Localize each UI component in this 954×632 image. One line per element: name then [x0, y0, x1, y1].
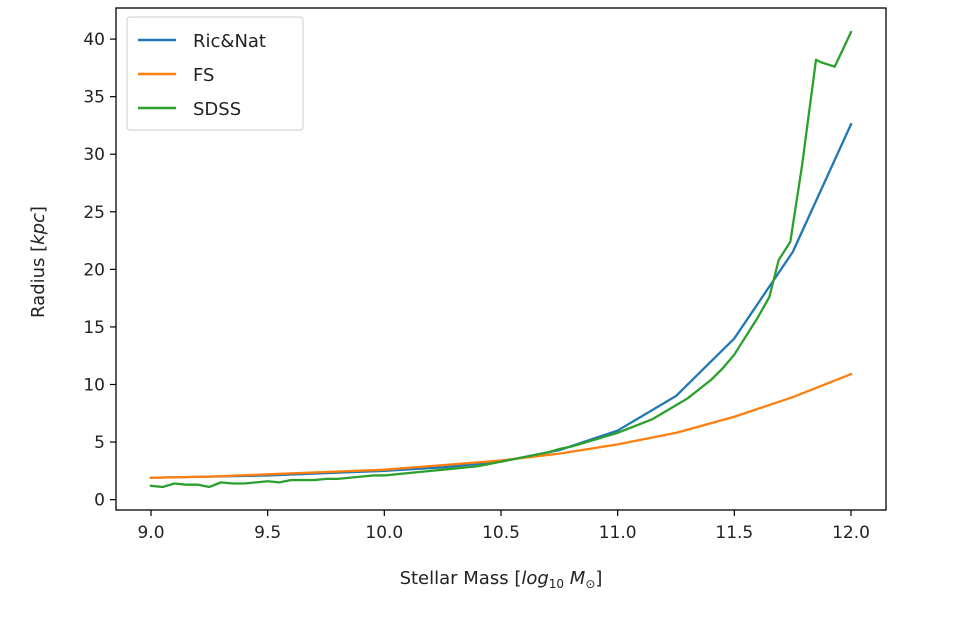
legend-label-ricnat: Ric&Nat — [193, 31, 266, 52]
y-tick-label: 40 — [83, 30, 105, 50]
y-axis-label-kpc: kpc — [28, 213, 49, 245]
x-tick-label: 9.5 — [254, 523, 281, 543]
y-axis-label-text: Radius [ — [28, 245, 49, 318]
x-tick-label: 11.0 — [599, 523, 637, 543]
plot-area — [115, 7, 887, 511]
x-tick-label: 9.0 — [137, 523, 164, 543]
x-axis-label-sun: ⊙ — [585, 577, 595, 591]
x-tick-label: 11.5 — [715, 523, 753, 543]
y-tick-label: 10 — [83, 376, 105, 396]
y-axis-label-close: ] — [28, 206, 49, 213]
legend-label-sdss: SDSS — [193, 99, 241, 120]
series-line-3 — [149, 30, 853, 489]
y-tick-label: 5 — [94, 433, 105, 453]
y-axis-label: Radius [kpc] — [28, 206, 49, 318]
x-tick-label: 10.5 — [482, 523, 520, 543]
x-tick-label: 10.0 — [365, 523, 403, 543]
y-tick-label: 20 — [83, 260, 105, 280]
x-axis-label-close: ] — [595, 568, 602, 589]
series-layer — [149, 30, 853, 489]
y-tick-label: 30 — [83, 145, 105, 165]
x-axis-label-mass: M — [564, 568, 586, 589]
y-tick-label: 15 — [83, 318, 105, 338]
legend-item-sdss: SDSS — [138, 99, 241, 120]
x-axis-label-sub: 10 — [549, 577, 564, 591]
y-axis-ticks: 0 5 10 15 20 25 30 35 40 — [83, 30, 116, 511]
legend-item-fs: FS — [138, 65, 214, 86]
y-tick-label: 0 — [94, 491, 105, 511]
x-axis-label-text: Stellar Mass [ — [400, 568, 522, 589]
x-tick-label: 12.0 — [832, 523, 870, 543]
x-axis-label-log: log — [521, 568, 548, 589]
x-axis-ticks: 9.0 9.5 10.0 10.5 11.0 11.5 12.0 — [137, 510, 870, 543]
legend-label-fs: FS — [193, 65, 214, 86]
legend-box — [126, 16, 304, 131]
legend: Ric&Nat FS SDSS — [126, 16, 304, 131]
y-tick-label: 25 — [83, 203, 105, 223]
y-tick-label: 35 — [83, 88, 105, 108]
x-axis-label: Stellar Mass [log10 M⊙] — [400, 568, 603, 591]
legend-item-ricnat: Ric&Nat — [138, 31, 266, 52]
